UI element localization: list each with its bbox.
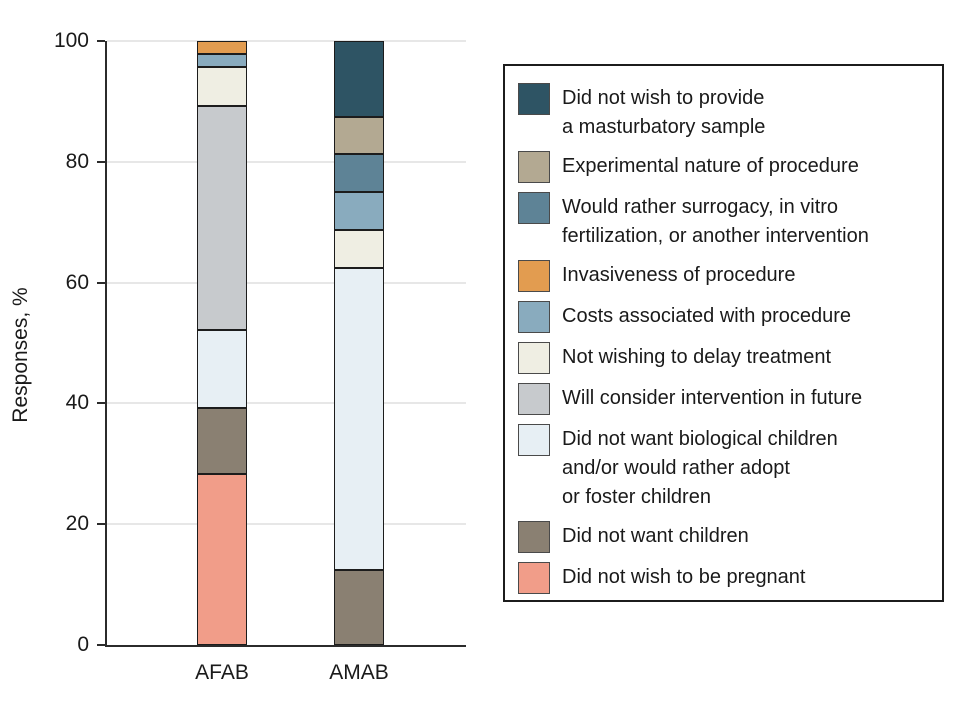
legend-swatch [518,383,550,415]
x-category-label: AFAB [195,661,249,684]
x-axis-line [105,645,466,647]
legend-item: Would rather surrogacy, in vitro fertili… [518,192,932,251]
legend-label: Did not wish to provide a masturbatory s… [562,87,766,138]
legend-item: Invasiveness of procedure [518,260,932,292]
gridline [107,40,466,42]
bar-segment [197,53,247,67]
bar-segment [334,192,384,230]
gridline [107,281,466,284]
legend-swatch [518,521,550,553]
legend-label: Did not wish to be pregnant [562,566,806,588]
legend-item: Did not want biological children and/or … [518,424,932,512]
legend-label: Experimental nature of procedure [562,155,859,177]
legend-item: Will consider intervention in future [518,383,932,415]
legend-label: Will consider intervention in future [562,387,863,409]
y-tick [97,402,105,405]
legend-label: Invasiveness of procedure [562,264,796,286]
legend-item: Did not wish to provide a masturbatory s… [518,83,932,142]
legend-label: Costs associated with procedure [562,305,852,327]
y-tick-label: 0 [77,633,89,656]
bar-segment [197,41,247,54]
y-tick-label: 20 [65,512,89,536]
y-axis-title: Responses, % [9,287,32,423]
y-tick [97,281,105,284]
y-tick [97,160,105,163]
bar-segment [334,229,384,268]
legend-swatch [518,83,550,115]
bar-segment [197,329,247,409]
legend-label: Would rather surrogacy, in vitro fertili… [562,196,869,247]
bar-segment [197,66,247,107]
y-tick-label: 60 [65,270,89,294]
y-tick-label: 40 [65,391,89,415]
y-tick [97,40,105,42]
plot-area: AFAB AMAB 0 20 40 60 80 100 [54,29,466,684]
bar-segment [197,474,247,645]
legend-swatch [518,342,550,374]
gridline [107,160,466,163]
y-tick-label: 80 [65,149,89,173]
legend-swatch [518,424,550,456]
x-category-label: AMAB [329,661,389,684]
legend-item: Not wishing to delay treatment [518,342,932,374]
legend-swatch [518,260,550,292]
legend-label: Did not want children [562,525,749,547]
gridline [107,402,466,405]
bar-segment [197,106,247,330]
bar-segment [334,267,384,570]
bar-segment [197,408,247,475]
bar-segment [334,41,384,117]
bar-segment [334,116,384,155]
bar-segment [334,154,384,192]
y-tick [97,644,105,646]
legend-swatch [518,151,550,183]
bar-segment [334,569,384,645]
y-axis-line [105,41,107,645]
legend-swatch [518,562,550,594]
legend-swatch [518,301,550,333]
legend: Did not wish to provide a masturbatory s… [503,64,944,602]
legend-label: Did not want biological children and/or … [562,428,838,508]
gridline [107,523,466,526]
legend-item: Costs associated with procedure [518,301,932,333]
legend-label: Not wishing to delay treatment [562,346,832,368]
legend-swatch [518,192,550,224]
legend-item: Did not wish to be pregnant [518,562,932,594]
legend-item: Did not want children [518,521,932,553]
y-tick [97,523,105,526]
y-tick-label: 100 [53,29,89,52]
legend-item: Experimental nature of procedure [518,151,932,183]
